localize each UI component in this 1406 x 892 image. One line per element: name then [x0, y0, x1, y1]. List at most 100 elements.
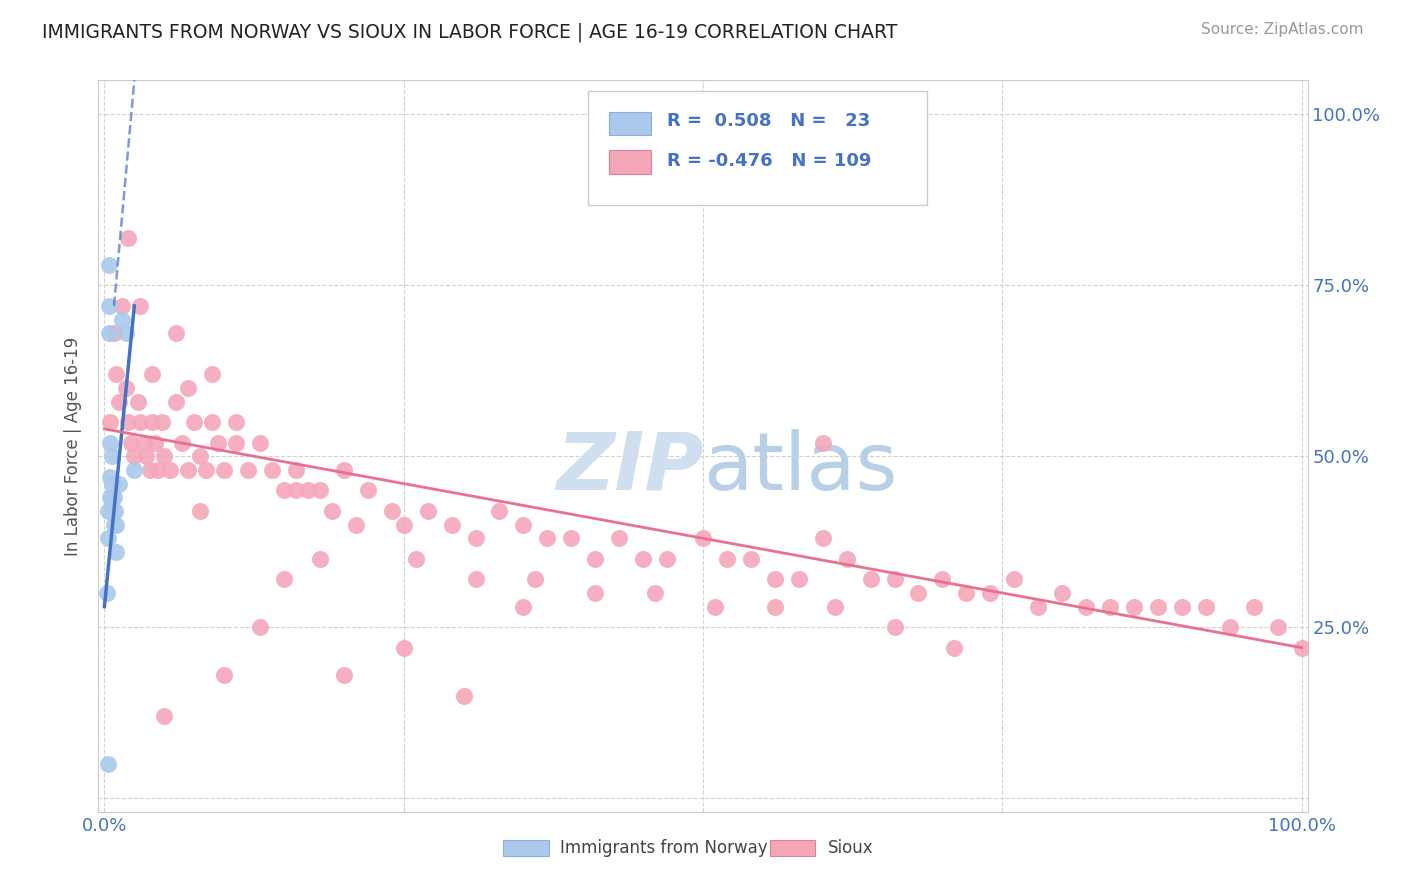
Point: [260, 463, 283, 477]
Point: [117, 230, 139, 244]
Point: [100, 435, 122, 450]
Point: [787, 572, 810, 586]
Point: [309, 551, 332, 566]
Point: [763, 572, 786, 586]
Point: [357, 483, 380, 498]
Text: IMMIGRANTS FROM NORWAY VS SIOUX IN LABOR FORCE | AGE 16-19 CORRELATION CHART: IMMIGRANTS FROM NORWAY VS SIOUX IN LABOR…: [42, 22, 897, 42]
Point: [104, 504, 127, 518]
Point: [284, 463, 307, 477]
Point: [1002, 572, 1025, 586]
Point: [105, 368, 128, 382]
Point: [249, 620, 271, 634]
FancyBboxPatch shape: [609, 112, 651, 136]
Point: [150, 415, 173, 429]
Point: [1243, 599, 1265, 614]
Point: [101, 504, 124, 518]
Point: [207, 435, 229, 450]
Point: [955, 586, 977, 600]
Point: [1195, 599, 1218, 614]
Point: [1050, 586, 1073, 600]
Point: [284, 483, 307, 498]
Point: [381, 504, 404, 518]
Point: [97, 531, 120, 545]
Point: [440, 517, 463, 532]
Point: [811, 435, 834, 450]
Point: [212, 668, 235, 682]
Point: [103, 490, 125, 504]
Point: [111, 312, 134, 326]
Point: [309, 483, 332, 498]
Point: [115, 381, 138, 395]
Point: [100, 449, 122, 463]
Text: R = -0.476   N = 109: R = -0.476 N = 109: [666, 152, 872, 169]
Point: [100, 476, 122, 491]
Point: [98, 326, 121, 341]
Point: [273, 483, 295, 498]
Point: [883, 572, 905, 586]
Point: [105, 517, 128, 532]
Point: [273, 572, 295, 586]
Y-axis label: In Labor Force | Age 16-19: In Labor Force | Age 16-19: [65, 336, 83, 556]
Point: [124, 463, 146, 477]
Text: atlas: atlas: [703, 429, 897, 507]
Point: [201, 415, 224, 429]
Point: [453, 689, 475, 703]
FancyBboxPatch shape: [503, 839, 550, 855]
Point: [740, 551, 762, 566]
Point: [716, 551, 738, 566]
Point: [100, 469, 122, 483]
Point: [148, 463, 170, 477]
Point: [212, 463, 235, 477]
Point: [655, 551, 678, 566]
FancyBboxPatch shape: [769, 839, 815, 855]
Point: [1171, 599, 1194, 614]
Text: ZIP: ZIP: [555, 429, 703, 507]
Point: [583, 551, 606, 566]
Point: [692, 531, 714, 545]
Point: [107, 476, 129, 491]
Point: [111, 299, 134, 313]
Point: [835, 551, 858, 566]
Text: Immigrants from Norway: Immigrants from Norway: [561, 838, 768, 856]
Point: [1147, 599, 1170, 614]
Point: [195, 463, 218, 477]
Point: [607, 531, 630, 545]
Point: [979, 586, 1001, 600]
Point: [97, 756, 120, 771]
Point: [333, 668, 356, 682]
Text: R =  0.508   N =   23: R = 0.508 N = 23: [666, 112, 870, 130]
Point: [392, 517, 415, 532]
Point: [124, 449, 146, 463]
Point: [344, 517, 367, 532]
Point: [101, 490, 124, 504]
Point: [536, 531, 558, 545]
Point: [644, 586, 666, 600]
Point: [132, 435, 155, 450]
Point: [333, 463, 356, 477]
Point: [416, 504, 439, 518]
Point: [120, 435, 142, 450]
Point: [188, 449, 211, 463]
Point: [321, 504, 343, 518]
Point: [1219, 620, 1241, 634]
Point: [1074, 599, 1097, 614]
Point: [105, 545, 128, 559]
Point: [100, 490, 122, 504]
Point: [1267, 620, 1289, 634]
Point: [859, 572, 882, 586]
Point: [165, 394, 187, 409]
Point: [143, 435, 166, 450]
Point: [236, 463, 259, 477]
Point: [583, 586, 606, 600]
Point: [488, 504, 510, 518]
Point: [464, 572, 486, 586]
Point: [103, 517, 125, 532]
Point: [704, 599, 727, 614]
Point: [141, 368, 163, 382]
Point: [225, 435, 247, 450]
Point: [129, 415, 152, 429]
Point: [183, 415, 205, 429]
Point: [177, 381, 200, 395]
Point: [98, 299, 121, 313]
Point: [153, 449, 176, 463]
